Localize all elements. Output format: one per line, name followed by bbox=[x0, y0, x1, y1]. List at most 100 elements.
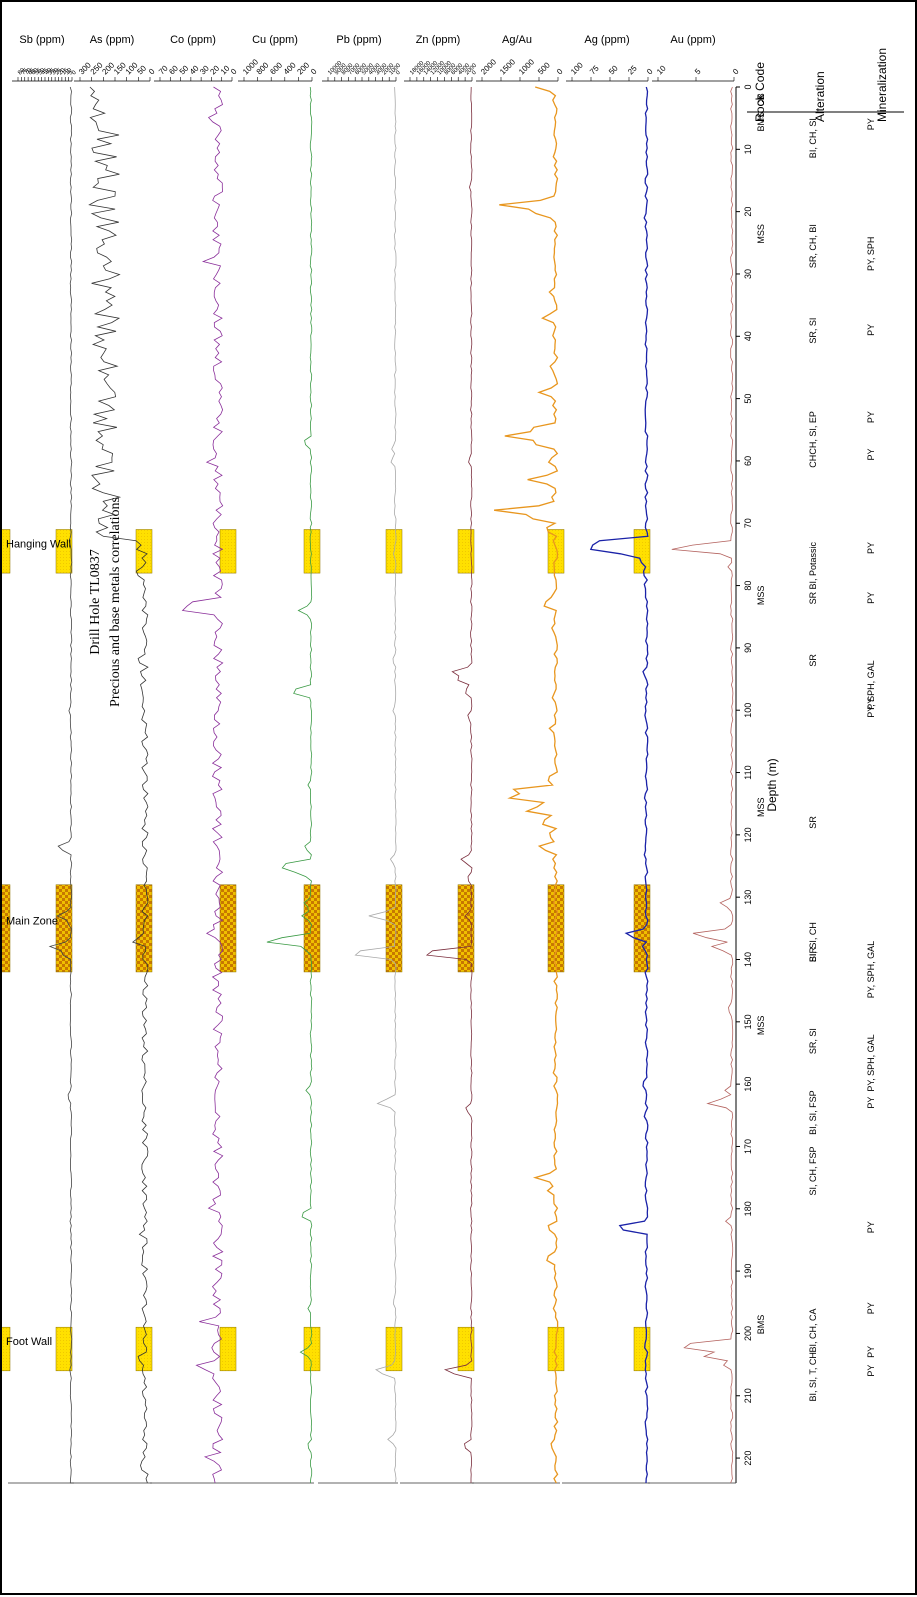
zone-label-hanging-wall: Hanging Wall bbox=[6, 538, 71, 550]
rock-code-label: MSS bbox=[756, 224, 766, 244]
series-line bbox=[589, 86, 649, 1484]
depth-tick-label: 10 bbox=[743, 144, 753, 154]
series-label: Zn (ppm) bbox=[416, 34, 461, 46]
mineralization-label: PY bbox=[866, 1365, 876, 1377]
zone-band-foot-wall bbox=[2, 1326, 11, 1372]
alteration-label: BI, SI, FSP bbox=[808, 1090, 818, 1135]
series-label: Ag/Au bbox=[502, 34, 532, 46]
value-tick-label: 45 bbox=[41, 67, 50, 76]
depth-tick-label: 100 bbox=[743, 703, 753, 718]
value-tick-label: 60 bbox=[31, 67, 40, 76]
value-tick-label: 80 bbox=[17, 67, 26, 76]
alteration-label: SI, CH, FSP bbox=[808, 1146, 818, 1195]
zone-label-main-zone: Main Zone bbox=[6, 915, 58, 927]
alteration-label: BI, SI, CH bbox=[808, 922, 818, 962]
zone-band-hanging-wall bbox=[547, 529, 565, 574]
zone-band-hanging-wall bbox=[55, 529, 73, 574]
zone-band-main-zone bbox=[303, 884, 321, 973]
zone-band-foot-wall bbox=[385, 1326, 403, 1372]
zone-band-hanging-wall bbox=[135, 529, 153, 574]
depth-tick-label: 80 bbox=[743, 581, 753, 591]
alteration-label: CH, SI, EP bbox=[808, 411, 818, 455]
depth-tick-label: 90 bbox=[743, 643, 753, 653]
value-tick-label: 200 bbox=[295, 60, 311, 76]
zone-band-hanging-wall bbox=[303, 529, 321, 574]
alteration-label: SR bbox=[808, 591, 818, 604]
depth-tick-label: 140 bbox=[743, 952, 753, 967]
value-tick-label: 70 bbox=[157, 63, 170, 76]
zone-band-main-zone bbox=[135, 884, 153, 973]
depth-tick-label: 60 bbox=[743, 456, 753, 466]
value-tick-label: 1000 bbox=[517, 57, 536, 76]
zone-band-foot-wall bbox=[633, 1326, 651, 1372]
value-tick-label: 5 bbox=[693, 67, 703, 77]
value-tick-label: 0 bbox=[71, 69, 78, 76]
zone-band-main-zone bbox=[385, 884, 403, 973]
value-tick-label: 5 bbox=[68, 69, 75, 76]
series-label: Co (ppm) bbox=[170, 34, 216, 46]
mineralization-label: PY bbox=[866, 1221, 876, 1233]
value-tick-label: 55 bbox=[34, 67, 43, 76]
value-tick-label: 0 bbox=[395, 69, 402, 76]
mineralization-label: PY bbox=[866, 448, 876, 460]
zone-label-foot-wall: Foot Wall bbox=[6, 1336, 52, 1348]
zone-band-hanging-wall bbox=[2, 529, 11, 574]
header-rock-code: Rock Code bbox=[753, 62, 767, 122]
value-tick-label: 400 bbox=[282, 60, 298, 76]
value-tick-label: 0 bbox=[229, 67, 239, 77]
mineralization-label: PY bbox=[866, 592, 876, 604]
mineralization-label: PY bbox=[866, 1346, 876, 1358]
alteration-label: BI, CH, CA bbox=[808, 1309, 818, 1353]
series-line bbox=[494, 86, 559, 1484]
lithology-log: 0 10 20 30 40 50 60 70 80 90 100 110 120 130 140 150 160… bbox=[735, 48, 904, 1483]
value-tick-label: 0 bbox=[309, 67, 319, 77]
rock-code-label: BMS bbox=[756, 1315, 766, 1335]
series-line bbox=[266, 86, 313, 1484]
mineralization-label: PY bbox=[866, 1302, 876, 1314]
zone-band-foot-wall bbox=[303, 1326, 321, 1372]
value-tick-label: 25 bbox=[54, 67, 63, 76]
series-label: Ag (ppm) bbox=[584, 34, 629, 46]
mineralization-label: PY, SPH bbox=[866, 237, 876, 271]
depth-tick-label: 170 bbox=[743, 1139, 753, 1154]
zone-band-main-zone bbox=[219, 884, 237, 973]
depth-tick-label: 150 bbox=[743, 1014, 753, 1029]
depth-tick-label: 70 bbox=[743, 518, 753, 528]
value-tick-label: 65 bbox=[27, 67, 36, 76]
mineralization-label: PY, SPH, GAL bbox=[866, 941, 876, 998]
series-line bbox=[181, 86, 224, 1484]
series-label: As (ppm) bbox=[90, 34, 135, 46]
series-line bbox=[354, 86, 397, 1484]
depth-tick-label: 40 bbox=[743, 331, 753, 341]
alteration-label: SIR bbox=[808, 947, 818, 963]
value-tick-label: 100 bbox=[569, 60, 585, 76]
series-label: Au (ppm) bbox=[670, 34, 715, 46]
zone-band-foot-wall bbox=[219, 1326, 237, 1372]
depth-tick-label: 30 bbox=[743, 269, 753, 279]
header-alteration: Alteration bbox=[813, 71, 827, 122]
rock-code-label: MSS bbox=[756, 797, 766, 817]
value-tick-label: 0 bbox=[645, 67, 655, 77]
alteration-label: SR bbox=[808, 816, 818, 829]
value-tick-label: 10 bbox=[655, 63, 668, 76]
depth-tick-label: 110 bbox=[743, 765, 753, 779]
alteration-label: SR, SI bbox=[808, 1028, 818, 1054]
depth-tick-label: 50 bbox=[743, 394, 753, 404]
depth-tick-label: 130 bbox=[743, 890, 753, 905]
alteration-label: SR, SI bbox=[808, 318, 818, 344]
zone-band-main-zone bbox=[457, 884, 475, 973]
depth-tick-label: 200 bbox=[743, 1326, 753, 1341]
value-tick-label: 50 bbox=[37, 67, 46, 76]
value-tick-label: 25 bbox=[626, 63, 639, 76]
value-tick-label: 1500 bbox=[498, 57, 517, 76]
depth-tick-label: 20 bbox=[743, 207, 753, 217]
value-tick-label: 40 bbox=[44, 67, 53, 76]
rock-code-label: OB bbox=[756, 93, 766, 106]
series-label: Sb (ppm) bbox=[19, 34, 64, 46]
mineralization-label: PY bbox=[866, 542, 876, 554]
plot-zn: 0200040006000800010000120001400016000180… bbox=[385, 34, 478, 1484]
